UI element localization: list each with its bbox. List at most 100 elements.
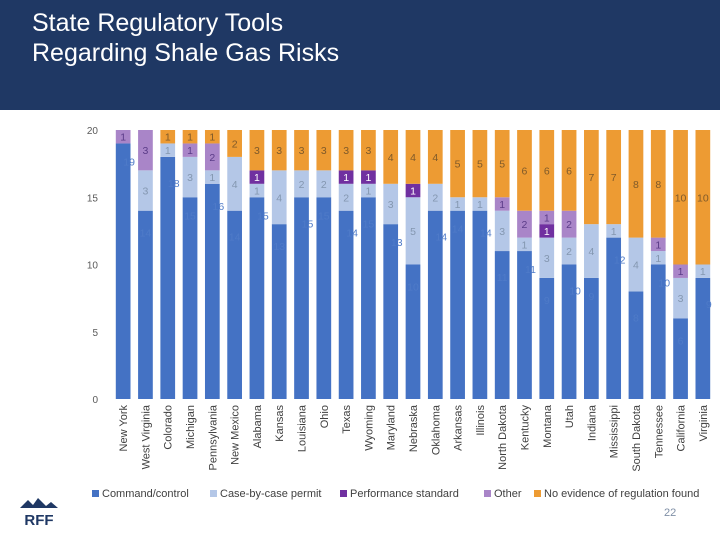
legend-swatch-no_evidence bbox=[534, 490, 541, 497]
bar-segment-other bbox=[561, 210, 577, 238]
data-label-case_by_case: 1 bbox=[700, 266, 706, 278]
bar-segment-no_evidence bbox=[383, 130, 399, 184]
data-label-no_evidence: 3 bbox=[343, 145, 349, 157]
data-label-command_control: 14 bbox=[435, 232, 447, 244]
stacked-bar-chart: 0 5 10 15 20 19 1 New York 14 3 3 West Virginia 18 1 1… bbox=[74, 112, 720, 502]
bar-segment-no_evidence bbox=[294, 130, 309, 171]
data-label-performance: 1 bbox=[254, 172, 260, 184]
x-category-label: Maryland bbox=[386, 405, 398, 450]
data-label-other: 1 bbox=[678, 266, 684, 278]
data-label-case_by_case: 5 bbox=[410, 226, 416, 238]
data-label-other: 2 bbox=[209, 152, 215, 164]
data-label-other: 1 bbox=[544, 212, 550, 224]
bar-segment-other bbox=[115, 130, 131, 144]
data-label-no_evidence: 4 bbox=[410, 152, 416, 164]
bar-segment-command_control bbox=[695, 277, 711, 399]
data-label-performance: 1 bbox=[343, 172, 349, 184]
data-label-case_by_case: 1 bbox=[165, 145, 171, 157]
x-category-label: Alabama bbox=[252, 404, 264, 448]
data-label-command_control: 9 bbox=[544, 295, 550, 307]
bar-segment-performance bbox=[539, 224, 555, 238]
bar-segment-case_by_case bbox=[405, 197, 421, 265]
data-label-command_control: 8 bbox=[633, 312, 639, 324]
data-label-no_evidence: 3 bbox=[299, 145, 305, 157]
bar-segment-case_by_case bbox=[427, 183, 443, 211]
data-label-other: 3 bbox=[143, 145, 149, 157]
bar-segment-case_by_case bbox=[539, 237, 555, 278]
bar-segment-command_control bbox=[673, 318, 688, 399]
bar-segment-case_by_case bbox=[138, 170, 153, 211]
x-category-label: Montana bbox=[542, 404, 554, 448]
data-label-command_control: 6 bbox=[678, 335, 684, 347]
bar-segment-no_evidence bbox=[338, 130, 354, 171]
bar-segment-command_control bbox=[160, 156, 176, 399]
bar-segment-no_evidence bbox=[204, 130, 220, 144]
data-label-case_by_case: 4 bbox=[232, 179, 238, 191]
bar-segment-command_control bbox=[628, 291, 644, 399]
data-label-command_control: 12 bbox=[614, 255, 626, 267]
data-label-other: 2 bbox=[522, 219, 528, 231]
bar-segment-no_evidence bbox=[271, 130, 287, 171]
x-category-label: Pennsylvania bbox=[207, 404, 219, 470]
bar-segment-command_control bbox=[539, 277, 555, 399]
data-label-other: 1 bbox=[655, 239, 661, 251]
bar-segment-case_by_case bbox=[383, 183, 399, 225]
data-label-other: 1 bbox=[120, 132, 126, 144]
bar-segment-other bbox=[182, 143, 198, 157]
x-category-label: Michigan bbox=[185, 405, 197, 449]
data-label-no_evidence: 1 bbox=[165, 132, 171, 144]
bar-segment-no_evidence bbox=[472, 130, 488, 198]
data-label-no_evidence: 3 bbox=[254, 145, 260, 157]
slide-header: State Regulatory Tools Regarding Shale G… bbox=[0, 0, 720, 110]
bar-segment-command_control bbox=[115, 143, 131, 399]
mountain-logo-icon: RFF bbox=[20, 498, 58, 529]
bar-segment-case_by_case bbox=[271, 170, 287, 225]
bar-segment-command_control bbox=[427, 210, 443, 399]
bar-segment-command_control bbox=[227, 210, 242, 399]
logo-text: RFF bbox=[24, 512, 53, 529]
bar-segment-command_control bbox=[182, 197, 198, 399]
data-label-no_evidence: 8 bbox=[655, 179, 661, 191]
bar-segment-case_by_case bbox=[650, 251, 666, 265]
bar-segment-no_evidence bbox=[249, 130, 265, 171]
legend-swatch-other bbox=[484, 490, 491, 497]
x-category-label: New Mexico bbox=[230, 405, 242, 465]
bar-segment-no_evidence bbox=[494, 130, 510, 198]
legend-swatch-case_by_case bbox=[210, 490, 217, 497]
data-label-command_control: 15 bbox=[302, 218, 314, 230]
legend-swatch-command_control bbox=[92, 490, 99, 497]
bar-segment-command_control bbox=[204, 183, 220, 399]
data-label-command_control: 13 bbox=[391, 237, 403, 249]
legend-label-command_control: Command/control bbox=[102, 488, 189, 500]
x-category-label: Oklahoma bbox=[430, 404, 442, 455]
bar-segment-no_evidence bbox=[673, 130, 688, 265]
data-label-case_by_case: 1 bbox=[455, 199, 461, 211]
legend-label-case_by_case: Case-by-case permit bbox=[220, 488, 321, 500]
bar-segment-command_control bbox=[650, 264, 666, 399]
bar-segment-case_by_case bbox=[673, 277, 688, 319]
data-label-case_by_case: 3 bbox=[187, 172, 193, 184]
bar-segment-command_control bbox=[138, 210, 153, 399]
data-label-no_evidence: 5 bbox=[455, 159, 461, 171]
bar-segment-command_control bbox=[606, 237, 622, 399]
bar-segment-no_evidence bbox=[584, 130, 599, 225]
bar-segment-command_control bbox=[294, 197, 309, 399]
bar-segment-other bbox=[650, 237, 666, 252]
data-label-no_evidence: 6 bbox=[544, 165, 550, 177]
legend-label-no_evidence: No evidence of regulation found bbox=[544, 488, 699, 500]
x-category-label: Texas bbox=[341, 405, 353, 434]
data-label-no_evidence: 1 bbox=[187, 132, 193, 144]
bar-segment-case_by_case bbox=[450, 197, 465, 211]
x-category-label: Arkansas bbox=[453, 405, 465, 451]
page-number: 22 bbox=[664, 507, 677, 519]
bar-segment-performance bbox=[249, 170, 265, 184]
data-label-command_control: 14 bbox=[452, 224, 464, 236]
title-line-1: State Regulatory Tools bbox=[32, 9, 284, 37]
bar-segment-case_by_case bbox=[316, 170, 332, 198]
x-category-label: Ohio bbox=[319, 405, 331, 428]
bar-segment-no_evidence bbox=[539, 130, 555, 211]
data-label-other: 2 bbox=[566, 219, 572, 231]
bar-segment-command_control bbox=[405, 264, 421, 399]
bar-segment-other bbox=[517, 210, 532, 238]
data-label-command_control: 16 bbox=[212, 201, 224, 213]
